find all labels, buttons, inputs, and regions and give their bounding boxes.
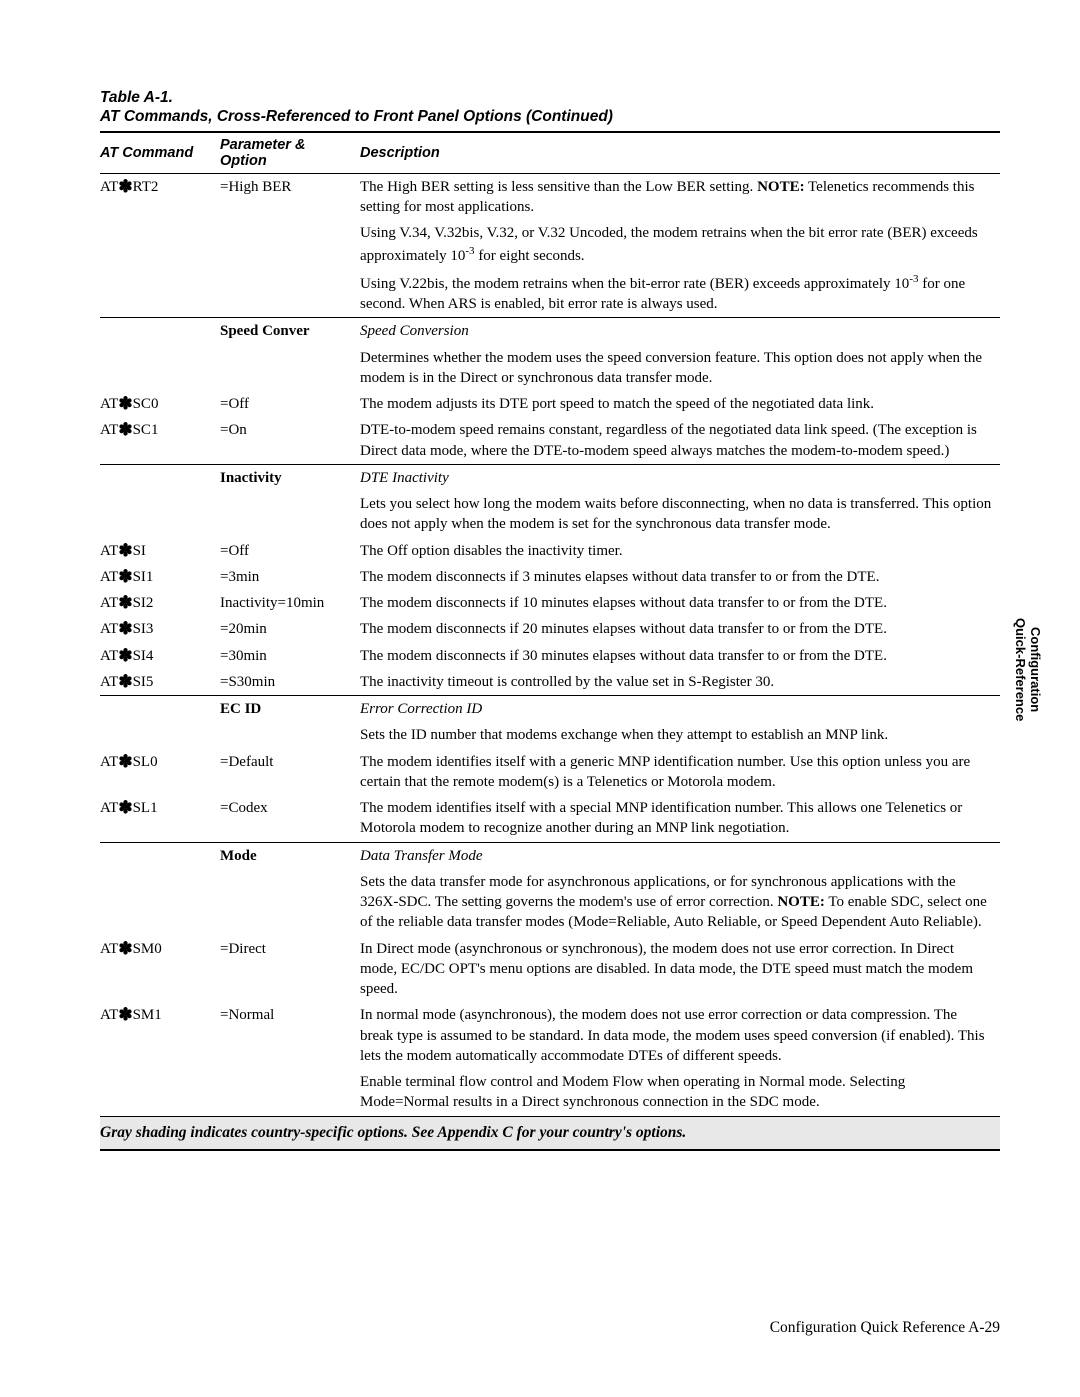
cell-command — [100, 842, 220, 936]
table-row: AT✽SL1=CodexThe modem identifies itself … — [100, 795, 1000, 842]
table-row: ModeData Transfer ModeSets the data tran… — [100, 842, 1000, 936]
table-row: AT✽SI5=S30minThe inactivity timeout is c… — [100, 669, 1000, 696]
cell-command — [100, 696, 220, 749]
cell-option: Speed Conver — [220, 318, 360, 391]
cell-command: AT✽SC1 — [100, 417, 220, 464]
cell-description: In Direct mode (asynchronous or synchron… — [360, 936, 1000, 1003]
cell-description: Data Transfer ModeSets the data transfer… — [360, 842, 1000, 936]
cell-command: AT✽SL0 — [100, 749, 220, 796]
at-commands-table: AT Command Parameter & Option Descriptio… — [100, 131, 1000, 1152]
cell-option: =Off — [220, 391, 360, 417]
cell-description: The Off option disables the inactivity t… — [360, 538, 1000, 564]
side-tab-line1: Configuration — [1028, 627, 1043, 712]
table-title-line1: Table A-1. — [100, 89, 173, 106]
cell-option: =20min — [220, 616, 360, 642]
table-row: EC IDError Correction IDSets the ID numb… — [100, 696, 1000, 749]
cell-description: The modem disconnects if 10 minutes elap… — [360, 590, 1000, 616]
cell-description: The inactivity timeout is controlled by … — [360, 669, 1000, 696]
cell-option: Mode — [220, 842, 360, 936]
table-row: AT✽SC1=OnDTE-to-modem speed remains cons… — [100, 417, 1000, 464]
cell-command: AT✽SM0 — [100, 936, 220, 1003]
cell-description: Error Correction IDSets the ID number th… — [360, 696, 1000, 749]
table-row: AT✽RT2=High BERThe High BER setting is l… — [100, 173, 1000, 318]
cell-option: =3min — [220, 564, 360, 590]
cell-description: In normal mode (asynchronous), the modem… — [360, 1002, 1000, 1116]
cell-option: =Codex — [220, 795, 360, 842]
cell-command: AT✽SL1 — [100, 795, 220, 842]
cell-command: AT✽SI — [100, 538, 220, 564]
cell-option: =High BER — [220, 173, 360, 318]
table-row: Speed ConverSpeed ConversionDetermines w… — [100, 318, 1000, 391]
cell-option: =Off — [220, 538, 360, 564]
cell-command — [100, 318, 220, 391]
cell-command: AT✽RT2 — [100, 173, 220, 318]
cell-description: The modem disconnects if 30 minutes elap… — [360, 643, 1000, 669]
cell-command — [100, 464, 220, 537]
table-footnote-row: Gray shading indicates country-specific … — [100, 1116, 1000, 1150]
table-title-line2: AT Commands, Cross-Referenced to Front P… — [100, 108, 613, 125]
table-body: AT✽RT2=High BERThe High BER setting is l… — [100, 173, 1000, 1150]
table-row: AT✽SL0=DefaultThe modem identifies itsel… — [100, 749, 1000, 796]
table-row: InactivityDTE InactivityLets you select … — [100, 464, 1000, 537]
cell-command: AT✽SM1 — [100, 1002, 220, 1116]
cell-option: =Default — [220, 749, 360, 796]
cell-command: AT✽SI4 — [100, 643, 220, 669]
cell-description: DTE InactivityLets you select how long t… — [360, 464, 1000, 537]
cell-option: Inactivity — [220, 464, 360, 537]
cell-description: The modem identifies itself with a gener… — [360, 749, 1000, 796]
cell-description: DTE-to-modem speed remains constant, reg… — [360, 417, 1000, 464]
col-header-opt: Parameter & Option — [220, 132, 360, 174]
col-header-desc: Description — [360, 132, 1000, 174]
cell-description: The modem disconnects if 20 minutes elap… — [360, 616, 1000, 642]
cell-option: Inactivity=10min — [220, 590, 360, 616]
table-header-row: AT Command Parameter & Option Descriptio… — [100, 132, 1000, 174]
page: Table A-1. AT Commands, Cross-Referenced… — [0, 0, 1080, 1397]
col-header-cmd: AT Command — [100, 132, 220, 174]
cell-option: =Direct — [220, 936, 360, 1003]
table-row: AT✽SM0=DirectIn Direct mode (asynchronou… — [100, 936, 1000, 1003]
cell-option: =30min — [220, 643, 360, 669]
cell-description: The modem disconnects if 3 minutes elaps… — [360, 564, 1000, 590]
table-row: AT✽SC0=OffThe modem adjusts its DTE port… — [100, 391, 1000, 417]
table-title: Table A-1. AT Commands, Cross-Referenced… — [100, 88, 1000, 127]
cell-command: AT✽SI1 — [100, 564, 220, 590]
cell-description: The modem identifies itself with a speci… — [360, 795, 1000, 842]
cell-option: EC ID — [220, 696, 360, 749]
table-row: AT✽SM1=NormalIn normal mode (asynchronou… — [100, 1002, 1000, 1116]
cell-option: =On — [220, 417, 360, 464]
cell-command: AT✽SC0 — [100, 391, 220, 417]
cell-option: =S30min — [220, 669, 360, 696]
cell-description: The High BER setting is less sensitive t… — [360, 173, 1000, 318]
table-footnote: Gray shading indicates country-specific … — [100, 1116, 1000, 1150]
cell-description: Speed ConversionDetermines whether the m… — [360, 318, 1000, 391]
table-row: AT✽SI2Inactivity=10minThe modem disconne… — [100, 590, 1000, 616]
table-row: AT✽SI4=30minThe modem disconnects if 30 … — [100, 643, 1000, 669]
cell-option: =Normal — [220, 1002, 360, 1116]
side-tab: Configuration Quick-Reference — [1012, 618, 1042, 721]
cell-command: AT✽SI2 — [100, 590, 220, 616]
cell-command: AT✽SI5 — [100, 669, 220, 696]
table-row: AT✽SI1=3minThe modem disconnects if 3 mi… — [100, 564, 1000, 590]
page-footer: Configuration Quick Reference A-29 — [770, 1319, 1000, 1337]
cell-description: The modem adjusts its DTE port speed to … — [360, 391, 1000, 417]
table-row: AT✽SI3=20minThe modem disconnects if 20 … — [100, 616, 1000, 642]
cell-command: AT✽SI3 — [100, 616, 220, 642]
side-tab-line2: Quick-Reference — [1013, 618, 1028, 721]
table-row: AT✽SI=OffThe Off option disables the ina… — [100, 538, 1000, 564]
